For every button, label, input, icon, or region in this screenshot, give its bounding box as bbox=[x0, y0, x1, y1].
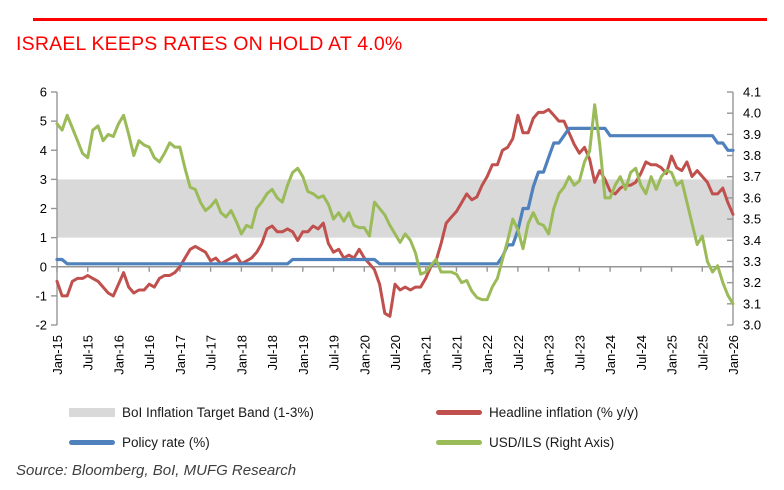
legend-item-policy-rate: Policy rate (%) bbox=[69, 432, 210, 452]
x-axis-tick-label: Jul-15 bbox=[81, 335, 96, 370]
x-axis-tick-label: Jul-19 bbox=[327, 335, 342, 370]
x-axis-tick-label: Jan-24 bbox=[603, 335, 618, 375]
x-axis-tick-label: Jan-26 bbox=[726, 335, 741, 375]
left-axis-tick-label: 3 bbox=[40, 172, 47, 187]
x-axis-tick-label: Jan-22 bbox=[480, 335, 495, 375]
left-axis-tick-label: -1 bbox=[35, 288, 47, 303]
source-note: Source: Bloomberg, BoI, MUFG Research bbox=[16, 462, 297, 479]
legend-label: BoI Inflation Target Band (1-3%) bbox=[122, 404, 314, 420]
x-axis-tick-label: Jul-16 bbox=[142, 335, 157, 370]
chart-canvas: 6 5 4 3 2 1 0 -1 -2 4.1 4.0 3.9 3.8 3.7 3.6 3.5 3.4 3.3 3.… bbox=[35, 85, 761, 375]
x-axis-tick-label: Jul-25 bbox=[695, 335, 710, 370]
right-axis-tick-label: 3.5 bbox=[743, 212, 761, 227]
legend-item-headline-inflation: Headline inflation (% y/y) bbox=[436, 402, 638, 422]
left-axis-tick-label: -2 bbox=[35, 318, 47, 333]
right-axis-tick-label: 3.1 bbox=[743, 296, 761, 311]
x-axis-tick-label: Jul-24 bbox=[634, 335, 649, 370]
x-axis-tick-label: Jan-17 bbox=[173, 335, 188, 375]
x-axis-tick-label: Jul-21 bbox=[449, 335, 464, 370]
right-axis-tick-label: 3.8 bbox=[743, 148, 761, 163]
x-axis-tick-label: Jul-22 bbox=[511, 335, 526, 370]
x-axis-tick-label: Jul-17 bbox=[204, 335, 219, 370]
x-axis-tick-label: Jul-20 bbox=[388, 335, 403, 370]
series-headline-inflation-y-y bbox=[55, 108, 735, 318]
usd-ils-swatch-icon bbox=[436, 439, 482, 445]
headline-inflation-swatch-icon bbox=[436, 409, 482, 415]
x-axis-tick-label: Jul-23 bbox=[572, 335, 587, 370]
series-usd-ils-right-axis bbox=[55, 103, 735, 306]
legend-label: Policy rate (%) bbox=[122, 434, 210, 450]
right-axis-tick-label: 3.9 bbox=[743, 127, 761, 142]
x-axis-tick-label: Jan-25 bbox=[665, 335, 680, 375]
source-swatch-label: USD/ILS (Right Axis) bbox=[489, 434, 615, 450]
right-axis-tick-label: 3.3 bbox=[743, 254, 761, 269]
x-axis-tick-label: Jan-18 bbox=[234, 335, 249, 375]
x-axis-tick-label: Jan-20 bbox=[357, 335, 372, 375]
right-axis-tick-label: 4.0 bbox=[743, 106, 761, 121]
title-accent-rule bbox=[33, 18, 767, 21]
x-axis-tick-label: Jan-15 bbox=[50, 335, 65, 375]
legend-item-usd-ils: USD/ILS (Right Axis) bbox=[436, 432, 614, 452]
x-axis-tick-label: Jan-16 bbox=[111, 335, 126, 375]
x-axis-tick-label: Jan-19 bbox=[296, 335, 311, 375]
x-axis-tick-label: Jul-18 bbox=[265, 335, 280, 370]
series-policy-rate bbox=[55, 126, 735, 266]
legend-label: Headline inflation (% y/y) bbox=[489, 404, 639, 420]
legend-item-target-band: BoI Inflation Target Band (1-3%) bbox=[69, 402, 314, 422]
right-axis-tick-label: 3.6 bbox=[743, 190, 761, 205]
x-axis-tick-label: Jan-21 bbox=[419, 335, 434, 375]
right-axis-tick-label: 3.4 bbox=[743, 233, 761, 248]
target-band-swatch-icon bbox=[69, 407, 115, 417]
policy-rate-swatch-icon bbox=[69, 439, 115, 445]
left-axis-tick-label: 4 bbox=[40, 143, 47, 158]
right-axis-tick-label: 3.2 bbox=[743, 275, 761, 290]
right-axis-tick-label: 3.7 bbox=[743, 169, 761, 184]
right-axis-tick-label: 4.1 bbox=[743, 85, 761, 100]
left-axis-tick-label: 5 bbox=[40, 114, 47, 129]
x-axis-tick-label: Jan-23 bbox=[542, 335, 557, 375]
left-axis-tick-label: 2 bbox=[40, 201, 47, 216]
chart-title: ISRAEL KEEPS RATES ON HOLD AT 4.0% bbox=[16, 33, 403, 55]
inflation-target-band bbox=[57, 179, 733, 238]
left-axis-tick-label: 1 bbox=[40, 230, 47, 245]
left-axis-tick-label: 0 bbox=[40, 259, 47, 274]
right-axis-tick-label: 3.0 bbox=[743, 318, 761, 333]
left-axis-tick-label: 6 bbox=[40, 85, 47, 100]
